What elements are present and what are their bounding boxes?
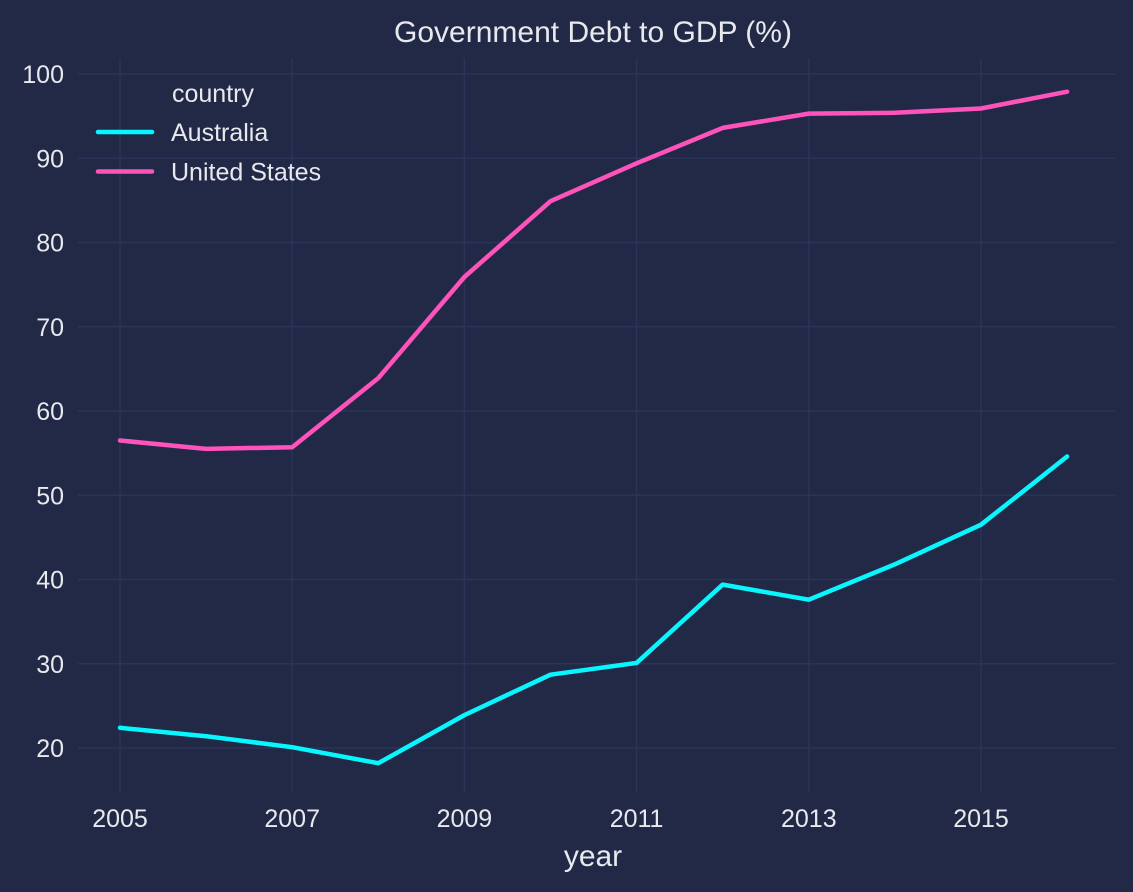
y-tick-label-80: 80 <box>36 230 64 258</box>
tick-labels: 20 30 40 50 60 70 80 90 100 2005 2007 2009 2011 2013 2… <box>22 61 1009 833</box>
grid <box>78 58 1115 792</box>
y-tick-label-30: 30 <box>36 651 64 679</box>
series-line-united-states <box>117 89 1070 452</box>
y-tick-label-70: 70 <box>36 314 64 342</box>
y-tick-label-20: 20 <box>36 735 64 763</box>
x-tick-label-2015: 2015 <box>953 805 1009 833</box>
y-tick-label-90: 90 <box>36 145 64 173</box>
legend: country Australia United States <box>95 80 321 187</box>
x-tick-label-2005: 2005 <box>92 805 148 833</box>
y-tick-label-40: 40 <box>36 567 64 595</box>
series-line-australia <box>117 454 1070 766</box>
y-tick-label-60: 60 <box>36 398 64 426</box>
x-tick-label-2009: 2009 <box>437 805 493 833</box>
x-tick-label-2011: 2011 <box>610 805 664 833</box>
legend-title: country <box>172 80 254 108</box>
series-lines <box>117 89 1070 766</box>
y-tick-label-100: 100 <box>22 61 64 89</box>
x-tick-label-2007: 2007 <box>264 805 320 833</box>
y-tick-label-50: 50 <box>36 482 64 510</box>
x-axis-label: year <box>564 840 622 873</box>
chart-title: Government Debt to GDP (%) <box>394 16 792 49</box>
legend-label-united-states: United States <box>171 159 321 187</box>
legend-label-australia: Australia <box>171 119 268 147</box>
x-tick-label-2013: 2013 <box>781 805 837 833</box>
